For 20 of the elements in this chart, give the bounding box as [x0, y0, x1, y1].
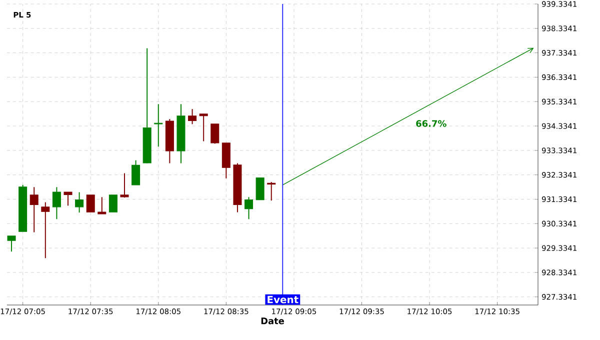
candlestick: [256, 178, 264, 200]
ref-line-label: Event: [268, 296, 298, 304]
candlestick: [132, 160, 140, 186]
candlestick: [98, 196, 106, 214]
candlestick: [7, 235, 16, 252]
candlestick: [52, 186, 61, 220]
x-axis-title: Date: [261, 318, 284, 324]
candlestick: [199, 113, 208, 142]
candlestick: [244, 196, 254, 220]
candlestick: [120, 172, 129, 198]
candlestick: [108, 194, 118, 213]
candlestick: [188, 108, 197, 125]
annotation: 66.7%: [416, 120, 446, 127]
candlestick: [75, 192, 84, 214]
candlestick: [30, 186, 38, 233]
candlestick: [86, 194, 95, 213]
candlestick: [64, 192, 72, 206]
candlestick: [267, 182, 276, 202]
candlestick: [41, 202, 50, 259]
candlestick: [210, 123, 220, 144]
